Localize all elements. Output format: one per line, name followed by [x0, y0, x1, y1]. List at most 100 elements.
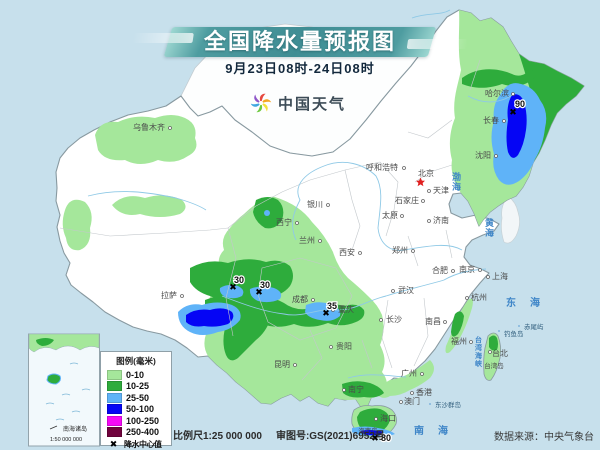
dongsha-label: 东沙群岛: [435, 400, 461, 409]
city-dot: [494, 154, 498, 158]
city: 沈阳: [475, 150, 498, 160]
city-dot: [486, 275, 490, 279]
legend-swatch-0-10: [107, 369, 122, 380]
svg-text:✖: ✖: [255, 287, 263, 297]
city-dot: [488, 350, 492, 354]
china-weather-logo: 中国天气: [250, 92, 346, 114]
map-scale: 比例尺1:25 000 000: [173, 431, 262, 442]
city-label: 兰州: [299, 235, 315, 245]
legend-row: 50-100: [107, 404, 171, 416]
city-label: 香港: [416, 387, 432, 397]
taiwan-island: [483, 332, 502, 381]
city: 拉萨: [161, 290, 184, 300]
taiwan-island-label: 台湾岛: [484, 361, 504, 370]
legend-swatch-25-50: [107, 392, 122, 403]
nanhai-label: 南海: [414, 424, 462, 437]
map-scale-and-approval: 比例尺1:25 000 000 审图号:GS(2021)6952号: [173, 427, 399, 442]
city: 长沙: [379, 314, 402, 324]
city-label: 贵阳: [336, 341, 352, 351]
city-dot: [379, 318, 383, 322]
city-dot: [511, 92, 515, 96]
svg-text:✖: ✖: [322, 308, 330, 318]
inset-title: 南海诸岛: [63, 425, 87, 433]
city-dot: [374, 417, 378, 421]
marker-35: ✖35: [322, 300, 338, 318]
city-label: 上海: [492, 271, 508, 281]
logo-text: 中国天气: [278, 95, 347, 113]
city-dot: [443, 320, 447, 324]
city: 哈尔滨: [485, 88, 515, 98]
province-borders: [59, 59, 481, 381]
city: 西宁: [276, 217, 299, 227]
hainan-island-label: 海南岛: [358, 426, 378, 435]
marker-90: ✖90: [509, 98, 526, 117]
city-label: 台北: [492, 348, 508, 358]
city: 西安: [339, 247, 362, 257]
rain-layer-0-10: [62, 10, 584, 407]
marker-30a: ✖30: [229, 274, 245, 292]
city-label: 昆明: [274, 360, 290, 369]
city: 上海: [486, 271, 508, 281]
city: 济南: [427, 215, 449, 225]
sea-labels: 渤海 黄海 东海 南海 台湾海峡 钓鱼岛 赤尾屿 东沙群岛 台湾岛 海南岛: [358, 171, 544, 437]
city-dot: [465, 296, 469, 300]
city-dot: [358, 251, 362, 255]
city-label: 长春: [483, 115, 499, 125]
city: 昆明: [274, 360, 297, 369]
chiwei-label: 赤尾屿: [524, 322, 544, 331]
city-label: 沈阳: [475, 150, 491, 160]
city: 南昌: [425, 316, 447, 326]
city-label: 南宁: [348, 384, 364, 394]
city-dot: [391, 289, 395, 293]
city-dot: [342, 388, 346, 392]
bohai-label: 渤海: [451, 171, 461, 192]
legend-swatch-10-25: [107, 381, 122, 392]
city-label: 太原: [382, 210, 398, 220]
city-label: 呼和浩特: [366, 162, 398, 172]
small-islands: [429, 325, 520, 405]
city-label: 杭州: [471, 292, 487, 302]
svg-text:✖: ✖: [229, 282, 237, 292]
city-label: 合肥: [432, 265, 448, 275]
city: 南宁: [342, 384, 364, 394]
city-label: 乌鲁木齐: [133, 122, 165, 132]
city-label: 澳门: [404, 396, 420, 406]
city-dot: [427, 189, 431, 193]
city-label: 南昌: [425, 316, 441, 326]
city-dot: [311, 298, 315, 302]
city-beijing: 北京: [416, 168, 434, 187]
city-dot: [402, 166, 406, 170]
city-label: 广州: [401, 368, 417, 378]
city: 天津: [427, 185, 449, 195]
legend-swatch-250-400: [107, 427, 122, 438]
city-label: 重庆: [338, 304, 354, 314]
city-dot: [399, 400, 403, 404]
city: 贵阳: [329, 341, 352, 351]
city-label: 成都: [292, 294, 308, 304]
city: 郑州: [392, 245, 415, 255]
rain-layer-50-100: [186, 94, 527, 327]
marker-80: ✖ 80: [371, 432, 392, 444]
marker-30b: ✖30: [255, 279, 271, 297]
city: 杭州: [465, 292, 487, 302]
x-marker-icon: ✖: [109, 438, 118, 449]
city-dot: [411, 249, 415, 253]
legend-row: 10-25: [107, 381, 171, 393]
cities: 乌鲁木齐 哈尔滨 长春 沈阳 呼和浩特 北京 天津 石家庄 太原 济南 银川 西…: [133, 88, 515, 423]
legend-row: 100-250: [107, 415, 171, 427]
legend-center-marker-row: ✖ 降水中心值: [107, 438, 171, 450]
city-dot: [502, 119, 506, 123]
city-label: 银川: [307, 199, 323, 209]
city: 太原: [382, 210, 404, 220]
city: 武汉: [391, 285, 414, 295]
korea-landmass: [500, 195, 520, 244]
hainan-island: [351, 405, 397, 438]
city-dot: [427, 219, 431, 223]
city-dot: [478, 268, 482, 272]
svg-text:30: 30: [260, 280, 270, 290]
city-label: 北京: [418, 168, 434, 178]
city-dot: [326, 203, 330, 207]
rivers: [87, 9, 515, 379]
pinwheel-logo-icon: [250, 93, 272, 113]
